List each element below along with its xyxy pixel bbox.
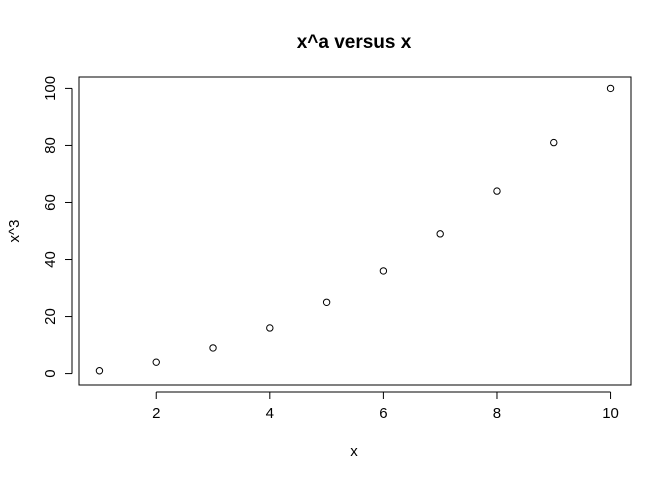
x-tick-label: 4 xyxy=(266,405,274,422)
data-point xyxy=(606,84,615,93)
y-tick-label: 60 xyxy=(42,194,59,211)
data-points xyxy=(95,84,615,375)
data-point xyxy=(436,230,444,238)
x-tick-label: 8 xyxy=(493,405,501,422)
x-tick-label: 10 xyxy=(602,405,619,422)
y-axis: 0 20 40 60 80 100 xyxy=(42,76,73,378)
plot-frame xyxy=(78,76,632,386)
x-tick-label: 2 xyxy=(152,405,160,422)
x-axis: 2 4 6 8 10 xyxy=(152,391,619,422)
data-point xyxy=(493,187,501,195)
data-point xyxy=(95,367,104,375)
chart-title: x^a versus x xyxy=(297,32,412,53)
x-axis-label: x xyxy=(350,443,358,460)
y-tick-label: 20 xyxy=(42,308,59,325)
data-point xyxy=(379,267,388,275)
y-tick-label: 0 xyxy=(42,369,59,377)
data-point xyxy=(322,298,331,306)
y-tick-label: 100 xyxy=(42,76,59,101)
data-point xyxy=(550,138,558,147)
y-tick-label: 80 xyxy=(42,137,59,154)
data-point xyxy=(152,358,160,366)
data-point xyxy=(209,344,217,352)
y-tick-label: 40 xyxy=(42,251,59,268)
data-point xyxy=(266,324,274,332)
y-axis-label: x^3 xyxy=(6,220,23,243)
x-tick-label: 6 xyxy=(379,405,387,422)
